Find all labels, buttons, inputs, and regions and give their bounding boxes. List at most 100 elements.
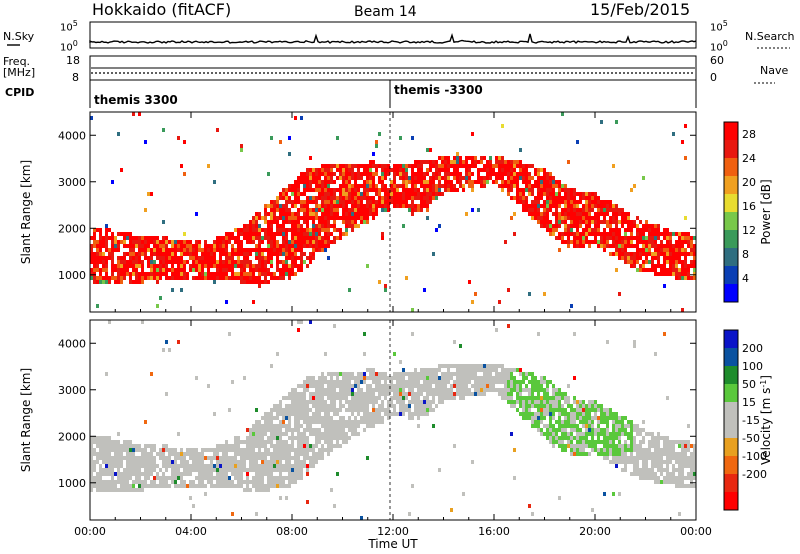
- scatter-cell: [471, 132, 474, 136]
- scatter-cell: [360, 196, 363, 200]
- scatter-cell: [273, 244, 276, 248]
- scatter-cell: [378, 372, 381, 376]
- scatter-cell: [204, 472, 207, 476]
- scatter-cell: [198, 456, 201, 460]
- scatter-cell: [513, 232, 516, 236]
- scatter-cell: [276, 256, 279, 260]
- scatter-cell: [564, 448, 567, 452]
- scatter-cell: [432, 396, 435, 400]
- scatter-cell: [210, 480, 213, 484]
- scatter-cell: [207, 472, 210, 476]
- scatter-cell: [579, 408, 582, 412]
- scatter-cell: [537, 200, 540, 204]
- scatter-cell: [216, 240, 219, 244]
- scatter-cell: [147, 264, 150, 268]
- scatter-cell: [606, 420, 609, 424]
- scatter-cell: [558, 216, 561, 220]
- scatter-cell: [288, 252, 291, 256]
- scatter-cell: [570, 408, 573, 412]
- scatter-cell: [558, 444, 561, 448]
- scatter-cell: [507, 400, 510, 404]
- scatter-cell: [459, 364, 462, 368]
- scatter-cell: [171, 288, 174, 292]
- scatter-cell: [522, 188, 525, 192]
- scatter-cell: [102, 440, 105, 444]
- scatter-cell: [546, 380, 549, 384]
- scatter-cell: [360, 404, 363, 408]
- scatter-cell: [552, 184, 555, 188]
- scatter-cell: [282, 484, 285, 488]
- scatter-cell: [579, 432, 582, 436]
- scatter-cell: [357, 224, 360, 228]
- y-tick-label: 4000: [58, 129, 86, 142]
- scatter-cell: [660, 248, 663, 252]
- scatter-cell: [288, 256, 291, 260]
- scatter-cell: [318, 180, 321, 184]
- scatter-cell: [321, 168, 324, 172]
- scatter-cell: [228, 332, 231, 336]
- scatter-cell: [360, 380, 363, 384]
- x-tick-label: 08:00: [276, 525, 308, 538]
- scatter-cell: [549, 180, 552, 184]
- scatter-cell: [492, 164, 495, 168]
- scatter-cell: [420, 160, 423, 164]
- scatter-cell: [654, 464, 657, 468]
- scatter-cell: [183, 452, 186, 456]
- scatter-cell: [180, 264, 183, 268]
- scatter-cell: [582, 432, 585, 436]
- scatter-cell: [201, 464, 204, 468]
- scatter-cell: [258, 424, 261, 428]
- scatter-cell: [324, 432, 327, 436]
- scatter-cell: [483, 372, 486, 376]
- scatter-cell: [564, 408, 567, 412]
- scatter-cell: [495, 364, 498, 368]
- scatter-cell: [669, 248, 672, 252]
- scatter-cell: [234, 260, 237, 264]
- scatter-cell: [258, 444, 261, 448]
- scatter-cell: [219, 240, 222, 244]
- scatter-cell: [150, 444, 153, 448]
- scatter-cell: [519, 196, 522, 200]
- scatter-cell: [582, 404, 585, 408]
- scatter-cell: [615, 456, 618, 460]
- scatter-cell: [414, 368, 417, 372]
- scatter-cell: [105, 268, 108, 272]
- scatter-cell: [426, 192, 429, 196]
- scatter-cell: [633, 220, 636, 224]
- scatter-cell: [192, 504, 195, 508]
- scatter-cell: [312, 420, 315, 424]
- scatter-cell: [552, 192, 555, 196]
- scatter-cell: [246, 456, 249, 460]
- scatter-cell: [501, 388, 504, 392]
- colorbar-tick-label: 50: [742, 378, 756, 391]
- scatter-cell: [297, 184, 300, 188]
- scatter-cell: [504, 376, 507, 380]
- scatter-cell: [669, 472, 672, 476]
- scatter-cell: [273, 232, 276, 236]
- scatter-cell: [438, 192, 441, 196]
- scatter-cell: [231, 472, 234, 476]
- scatter-cell: [309, 208, 312, 212]
- scatter-cell: [627, 260, 630, 264]
- scatter-cell: [105, 436, 108, 440]
- scatter-cell: [309, 200, 312, 204]
- scatter-cell: [612, 420, 615, 424]
- scatter-cell: [330, 372, 333, 376]
- scatter-cell: [180, 240, 183, 244]
- scatter-cell: [147, 240, 150, 244]
- scatter-cell: [108, 248, 111, 252]
- scatter-cell: [165, 260, 168, 264]
- y-tick-label: 1000: [58, 269, 86, 282]
- scatter-cell: [276, 456, 279, 460]
- scatter-cell: [291, 268, 294, 272]
- scatter-cell: [321, 200, 324, 204]
- scatter-cell: [576, 220, 579, 224]
- scatter-cell: [561, 440, 564, 444]
- scatter-cell: [654, 436, 657, 440]
- scatter-cell: [564, 240, 567, 244]
- scatter-cell: [369, 400, 372, 404]
- scatter-cell: [189, 264, 192, 268]
- scatter-cell: [537, 404, 540, 408]
- scatter-cell: [156, 256, 159, 260]
- scatter-cell: [207, 480, 210, 484]
